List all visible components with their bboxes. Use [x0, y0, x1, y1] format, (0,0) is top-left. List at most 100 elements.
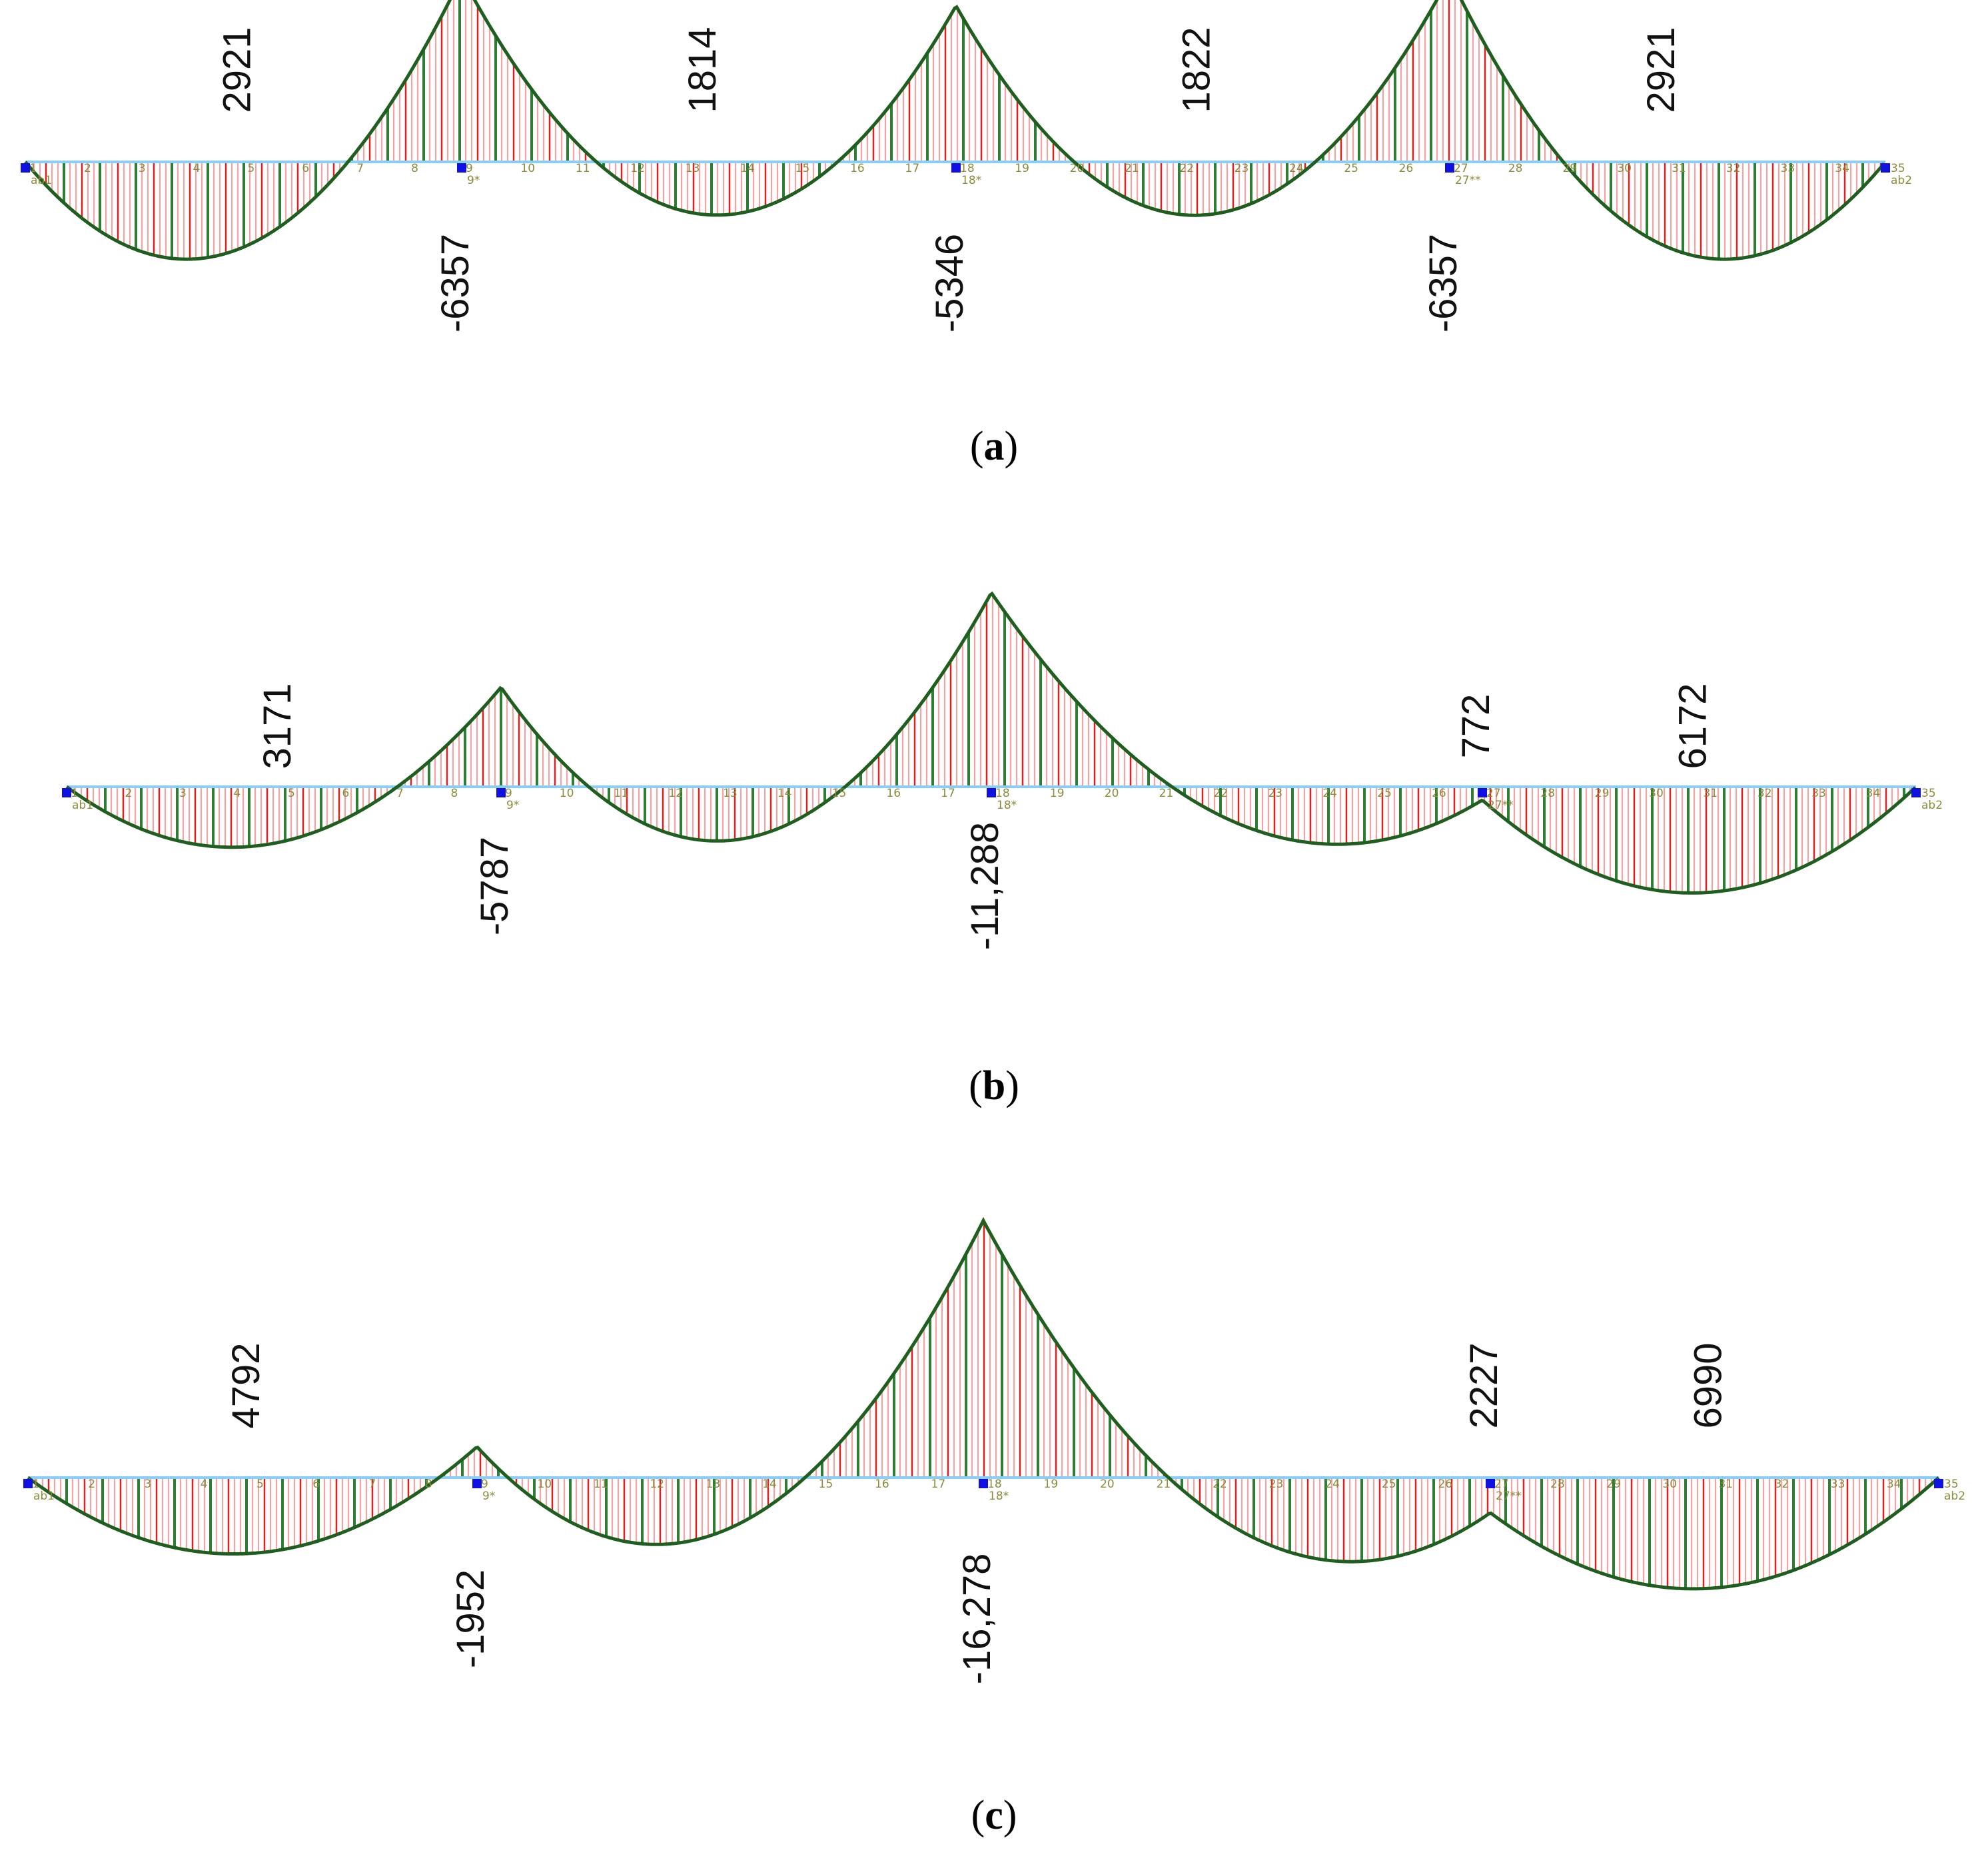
node-number-label: 15	[832, 787, 847, 800]
node-number-label: 29	[1563, 162, 1578, 175]
node-number-label: 2	[88, 1478, 95, 1491]
node-number-label: 20	[1100, 1478, 1115, 1491]
node-number-label: 8	[425, 1478, 432, 1491]
node-number-label: 15	[819, 1478, 833, 1491]
node-number-label: 22	[1214, 787, 1229, 800]
node-number-label: 21	[1159, 787, 1174, 800]
node-number-label: 24	[1322, 787, 1337, 800]
node-number-label: 4	[193, 162, 201, 175]
node-number-label: 17	[905, 162, 920, 175]
node-number-label: 2	[84, 162, 91, 175]
node-number-label: 10	[520, 162, 535, 175]
panel-c-caption-letter: c	[985, 1793, 1003, 1838]
node-number-label: 26	[1399, 162, 1414, 175]
moment-value-label: -1952	[449, 1570, 492, 1668]
support-marker	[23, 1479, 33, 1488]
node-number-label: 29	[1606, 1478, 1621, 1491]
moment-value-label: 6990	[1687, 1342, 1730, 1428]
node-number-label: 1	[32, 1478, 39, 1491]
support-marker	[1934, 1479, 1943, 1488]
moment-value-label: -16,278	[955, 1554, 999, 1685]
node-number-label: 25	[1344, 162, 1358, 175]
node-number-label: 5	[248, 162, 255, 175]
node-number-label: 27	[1454, 162, 1468, 175]
node-number-label: 35	[1921, 787, 1936, 800]
node-number-label: 21	[1157, 1478, 1171, 1491]
support-node-label: 27**	[1488, 799, 1514, 812]
support-node-label: ab2	[1944, 1490, 1965, 1503]
node-number-label: 12	[630, 162, 645, 175]
node-number-label: 14	[740, 162, 755, 175]
node-number-label: 33	[1831, 1478, 1845, 1491]
node-number-label: 4	[234, 787, 241, 800]
support-marker	[457, 163, 466, 173]
support-node-label: ab2	[1921, 799, 1943, 812]
panel-c-moment-diagram: 1 2 3 4 5 6 7 8 9 10 11 12 13 14 15 16 17 18 19 20 21 22 23 24 2…	[23, 1216, 1965, 1685]
node-number-label: 18	[960, 162, 975, 175]
node-number-label: 17	[931, 1478, 946, 1491]
support-node-label: 18*	[997, 799, 1017, 812]
node-number-label: 1	[29, 162, 37, 175]
support-marker	[1478, 788, 1487, 797]
node-number-label: 34	[1866, 787, 1881, 800]
node-number-label: 6	[312, 1478, 320, 1491]
node-number-label: 12	[650, 1478, 664, 1491]
moment-value-label: 2227	[1462, 1342, 1506, 1428]
node-number-label: 5	[288, 787, 295, 800]
node-number-label: 22	[1213, 1478, 1227, 1491]
node-number-label: 28	[1508, 162, 1523, 175]
node-number-label: 32	[1775, 1478, 1789, 1491]
node-number-label: 24	[1289, 162, 1304, 175]
node-number-label: 28	[1550, 1478, 1565, 1491]
node-number-label: 4	[201, 1478, 208, 1491]
node-number-label: 32	[1757, 787, 1772, 800]
node-number-label: 26	[1432, 787, 1446, 800]
node-number-label: 14	[762, 1478, 777, 1491]
support-node-label: ab1	[72, 799, 93, 812]
node-number-label: 31	[1704, 787, 1718, 800]
moment-value-label: -5346	[928, 234, 971, 332]
node-number-label: 30	[1649, 787, 1664, 800]
node-number-label: 14	[777, 787, 792, 800]
node-number-label: 13	[686, 162, 700, 175]
node-number-label: 6	[302, 162, 309, 175]
support-marker	[21, 163, 30, 173]
node-number-label: 13	[706, 1478, 721, 1491]
node-number-label: 28	[1540, 787, 1555, 800]
node-number-label: 32	[1726, 162, 1741, 175]
node-number-label: 31	[1719, 1478, 1734, 1491]
node-number-label: 18	[995, 787, 1010, 800]
panel-c-caption: (c)	[971, 1793, 1017, 1838]
moment-value-label: 6172	[1672, 683, 1715, 769]
support-node-label: 27**	[1455, 174, 1481, 187]
moment-value-label: 2921	[1640, 27, 1683, 113]
node-number-label: 26	[1438, 1478, 1452, 1491]
node-number-label: 8	[451, 787, 458, 800]
support-node-label: 9*	[506, 799, 519, 812]
node-number-label: 3	[139, 162, 146, 175]
node-number-label: 35	[1944, 1478, 1959, 1491]
node-number-label: 11	[614, 787, 629, 800]
node-number-label: 7	[356, 162, 364, 175]
bending-moment-curve	[24, 0, 1885, 261]
node-number-label: 25	[1382, 1478, 1396, 1491]
support-marker	[979, 1479, 988, 1488]
bending-moment-curve	[27, 1216, 1940, 1591]
panel-a-caption-letter: a	[984, 424, 1005, 469]
node-number-label: 10	[560, 787, 574, 800]
support-marker	[987, 788, 996, 797]
node-number-label: 19	[1044, 1478, 1059, 1491]
node-number-label: 1	[71, 787, 78, 800]
moment-value-label: 772	[1454, 694, 1498, 759]
support-node-label: ab1	[31, 174, 52, 187]
moment-value-label: 1814	[681, 27, 724, 113]
node-number-label: 20	[1070, 162, 1085, 175]
node-number-label: 11	[594, 1478, 608, 1491]
node-number-label: 24	[1325, 1478, 1340, 1491]
support-marker	[951, 163, 961, 173]
node-number-label: 3	[145, 1478, 152, 1491]
node-number-label: 21	[1125, 162, 1139, 175]
support-node-label: 18*	[961, 174, 981, 187]
node-number-label: 10	[537, 1478, 552, 1491]
